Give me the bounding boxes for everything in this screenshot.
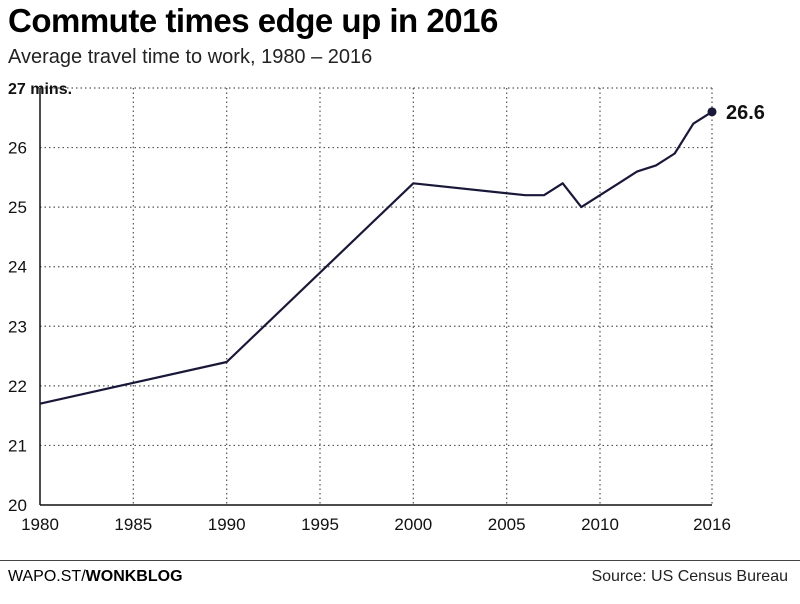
- x-tick-label: 1985: [114, 515, 152, 534]
- chart-axes: [39, 88, 712, 506]
- y-tick-label: 21: [8, 436, 27, 455]
- x-tick-label: 1990: [208, 515, 246, 534]
- x-axis-tick-labels: 1980 1985 1990 1995 2000 2005 2010 2016: [21, 515, 731, 534]
- chart-subtitle: Average travel time to work, 1980 – 2016: [8, 46, 373, 68]
- x-tick-label: 1980: [21, 515, 59, 534]
- line-chart: 20 21 22 23 24 25 26 27 mins. 1980 1985 1990 1995 2…: [8, 81, 765, 534]
- chart-grid: [40, 87, 713, 505]
- y-tick-label: 24: [8, 258, 27, 277]
- footer-brand: WAPO.ST/WONKBLOG: [8, 568, 183, 586]
- x-tick-label: 2005: [488, 515, 526, 534]
- footer-brand-prefix: WAPO.ST/: [8, 568, 86, 585]
- endpoint-marker: [707, 107, 717, 117]
- x-tick-label: 2010: [581, 515, 619, 534]
- footer-brand-suffix: WONKBLOG: [85, 568, 183, 585]
- x-tick-label: 2000: [394, 515, 432, 534]
- footer-source: Source: US Census Bureau: [591, 568, 788, 585]
- chart-series: [39, 110, 713, 405]
- endpoint-value-label: 26.6: [726, 102, 765, 124]
- y-axis-tick-labels: 20 21 22 23 24 25 26 27 mins.: [8, 81, 72, 515]
- series-line: [39, 110, 713, 405]
- x-tick-label: 1995: [301, 515, 339, 534]
- chart-title: Commute times edge up in 2016: [8, 2, 498, 39]
- y-tick-label: 25: [8, 198, 27, 217]
- x-tick-label: 2016: [693, 515, 731, 534]
- y-tick-label: 20: [8, 496, 27, 515]
- y-tick-label: 22: [8, 377, 27, 396]
- y-tick-label: 26: [8, 139, 27, 158]
- chart-annotations: 26.6: [707, 102, 765, 124]
- y-tick-label: 27 mins.: [8, 81, 72, 98]
- footer-divider: [0, 560, 800, 561]
- y-tick-label: 23: [8, 317, 27, 336]
